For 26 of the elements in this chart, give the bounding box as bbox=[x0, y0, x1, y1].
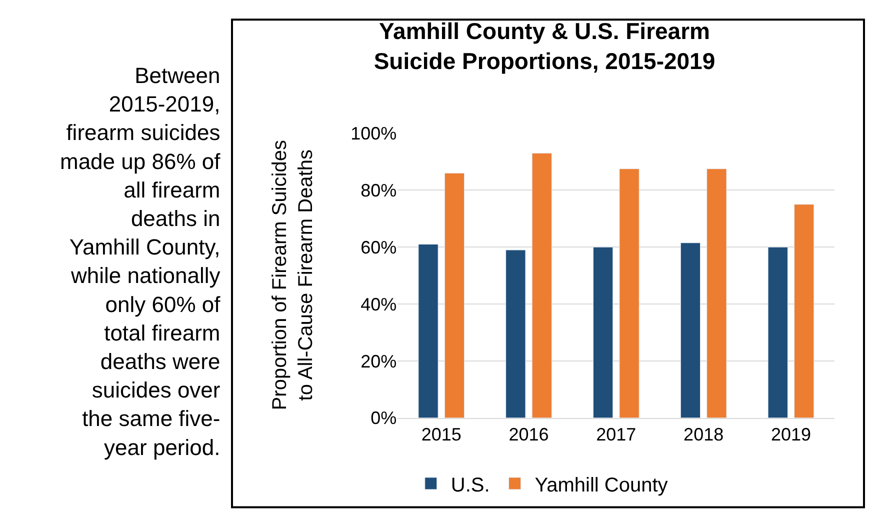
x-tick-label: 2018 bbox=[684, 424, 724, 445]
bar bbox=[768, 246, 788, 418]
y-tick-label: 80% bbox=[360, 180, 397, 200]
y-tick-label: 60% bbox=[360, 237, 397, 258]
bar bbox=[680, 242, 701, 418]
bar bbox=[532, 152, 552, 418]
bar bbox=[592, 246, 614, 418]
bar bbox=[619, 168, 640, 418]
legend-label: Yamhill County bbox=[534, 474, 668, 496]
x-tick-label: 2019 bbox=[770, 424, 811, 445]
bar bbox=[706, 168, 727, 418]
y-tick-label: 0% bbox=[370, 408, 397, 428]
bar bbox=[444, 172, 465, 418]
bar bbox=[506, 250, 526, 418]
bar bbox=[418, 244, 438, 418]
text: Between 2015-2019, firearm suicides made up 86% of all firearm deaths in Yamhill County, while nationally only 60% of total firearm deaths were suicides over the same five-year period. bbox=[60, 63, 220, 460]
x-tick-label: 2016 bbox=[508, 424, 549, 445]
x-tick-label: 2015 bbox=[421, 424, 462, 445]
y-tick-label: 100% bbox=[350, 124, 397, 144]
chart-title: Yamhill County & U.S. Firearm Suicide Proportions, 2015-2019 bbox=[374, 18, 716, 74]
x-tick-label: 2017 bbox=[596, 424, 636, 445]
y-axis-title: Proportion of Firearm Suicides to All-Cause Firearm Deaths bbox=[268, 140, 317, 410]
legend-label: U.S. bbox=[450, 474, 490, 496]
y-tick-label: 40% bbox=[360, 294, 397, 314]
y-tick-label: 20% bbox=[360, 351, 397, 372]
bar bbox=[794, 204, 814, 418]
